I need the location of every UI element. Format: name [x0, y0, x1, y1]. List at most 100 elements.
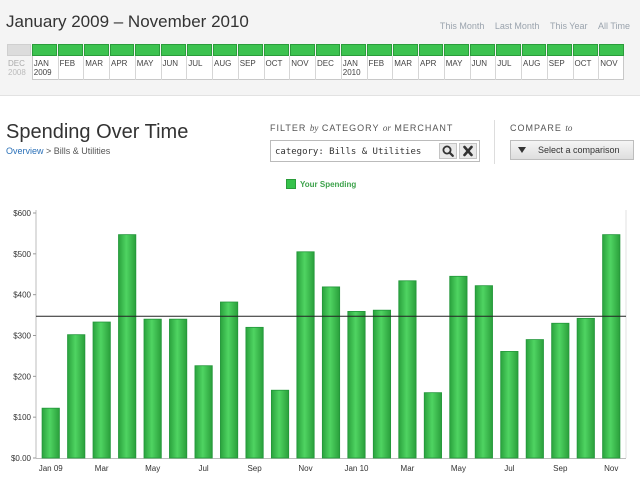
timeline-segment[interactable] — [392, 44, 418, 56]
bar — [321, 286, 341, 459]
bar — [92, 321, 111, 459]
timeline-segment[interactable] — [289, 44, 315, 56]
spending-bar-chart: $0.00 $100 $200 $300 $400 $500 $600 Jan 09 Mar Ma… — [11, 209, 627, 473]
timeline-tick — [495, 56, 497, 80]
timeline-segment[interactable] — [186, 44, 212, 56]
timeline-panel: January 2009 – November 2010 This Month … — [0, 0, 640, 96]
timeline-segment[interactable] — [367, 44, 392, 56]
bar — [347, 311, 366, 459]
y-tick-label: $0.00 — [11, 454, 32, 463]
x-tick-label: Mar — [401, 464, 415, 473]
timeline-month-label: DEC — [317, 59, 334, 68]
bar — [41, 407, 60, 459]
timeline-segment[interactable] — [573, 44, 598, 56]
timeline-tick — [57, 56, 59, 80]
bar — [525, 339, 544, 459]
timeline-month-label: DEC — [8, 59, 25, 68]
divider — [494, 120, 495, 164]
timeline-segment[interactable] — [161, 44, 186, 56]
timeline-month-label: FEB — [368, 59, 385, 68]
timeline-segment[interactable] — [32, 44, 57, 56]
x-tick-label: Jul — [504, 464, 514, 473]
timeline-month-label: JUL — [188, 59, 203, 68]
timeline-segment[interactable] — [83, 44, 109, 56]
timeline-tick — [263, 56, 265, 80]
bar — [296, 251, 315, 459]
y-tick-label: $200 — [13, 372, 31, 381]
bar — [474, 285, 493, 459]
all-time-link[interactable]: All Time — [597, 21, 630, 31]
bar — [449, 275, 468, 459]
timeline-segment[interactable] — [238, 44, 263, 56]
timeline-year-label: 2008 — [8, 68, 26, 77]
timeline-segment[interactable] — [341, 44, 366, 56]
timeline-month-label: APR — [111, 59, 128, 68]
timeline-tick — [598, 56, 600, 80]
this-year-link[interactable]: This Year — [549, 21, 588, 31]
timeline-tick — [418, 56, 419, 80]
timeline-segment[interactable] — [212, 44, 238, 56]
last-month-link[interactable]: Last Month — [494, 21, 540, 31]
search-icon — [442, 145, 454, 157]
timeline-month-label: JAN — [33, 59, 49, 68]
bar — [194, 365, 213, 459]
timeline-segment[interactable] — [109, 44, 135, 56]
timeline-segment[interactable] — [547, 44, 572, 56]
x-tick-label: Jan 09 — [39, 464, 64, 473]
timeline-month-label: SEP — [548, 59, 565, 68]
timeline-tick — [186, 56, 188, 80]
timeline-segment[interactable] — [598, 44, 624, 56]
y-tick-label: $600 — [13, 209, 31, 218]
timeline-tick — [469, 56, 471, 80]
timeline-month-label: MAY — [136, 59, 154, 68]
filter-field — [270, 140, 480, 162]
bar — [551, 322, 570, 459]
timeline-segment[interactable] — [315, 44, 341, 56]
breadcrumb-overview-link[interactable]: Overview — [6, 146, 44, 156]
timeline-tick — [83, 56, 85, 80]
timeline-segment[interactable] — [470, 44, 495, 56]
y-tick-label: $100 — [13, 413, 31, 422]
timeline-month-label: AUG — [523, 59, 541, 68]
timeline-month-label: OCT — [265, 59, 283, 68]
y-tick-label: $500 — [13, 250, 31, 259]
bar — [398, 280, 417, 459]
caret-down-icon — [518, 147, 526, 153]
timeline-tick — [237, 56, 239, 80]
timeline-month-label: FEB — [59, 59, 76, 68]
timeline-segment[interactable] — [58, 44, 83, 56]
timeline-selection-bar[interactable] — [6, 44, 624, 56]
timeline-month-label: JUN — [162, 59, 179, 68]
timeline-segment[interactable] — [135, 44, 160, 56]
timeline-segment[interactable] — [521, 44, 547, 56]
filter-label: FILTER by CATEGORY or MERCHANT — [270, 123, 454, 133]
timeline-month-axis: DEC JAN FEB MAR APR MAY JUN JUL AUG SEP OCT NOV DEC J… — [6, 56, 624, 80]
select-comparison-label: Select a comparison — [538, 145, 620, 155]
filter-input[interactable] — [275, 144, 435, 159]
timeline-tick — [572, 56, 574, 80]
x-tick-label: Sep — [553, 464, 568, 473]
clear-filter-button[interactable] — [459, 143, 477, 159]
timeline-segment[interactable] — [6, 44, 32, 56]
timeline-month-label: JUN — [471, 59, 488, 68]
timeline-track[interactable] — [32, 56, 624, 80]
legend-label: Your Spending — [300, 180, 357, 189]
timeline-segment[interactable] — [444, 44, 469, 56]
compare-label: COMPARE to — [510, 123, 573, 133]
search-button[interactable] — [439, 143, 457, 159]
bar — [220, 301, 239, 459]
timeline-segment[interactable] — [264, 44, 289, 56]
select-comparison-button[interactable]: Select a comparison — [510, 140, 634, 160]
bar — [118, 234, 137, 459]
timeline-segment[interactable] — [495, 44, 521, 56]
y-tick-label: $400 — [13, 291, 31, 300]
timeline-segment[interactable] — [418, 44, 444, 56]
close-icon — [463, 145, 473, 157]
x-tick-label: May — [451, 464, 466, 473]
timeline-tick — [546, 56, 548, 80]
timeline-tick — [315, 56, 316, 80]
timeline-tick — [289, 56, 291, 80]
this-month-link[interactable]: This Month — [439, 21, 485, 31]
bar — [423, 392, 442, 459]
bar — [372, 309, 392, 459]
